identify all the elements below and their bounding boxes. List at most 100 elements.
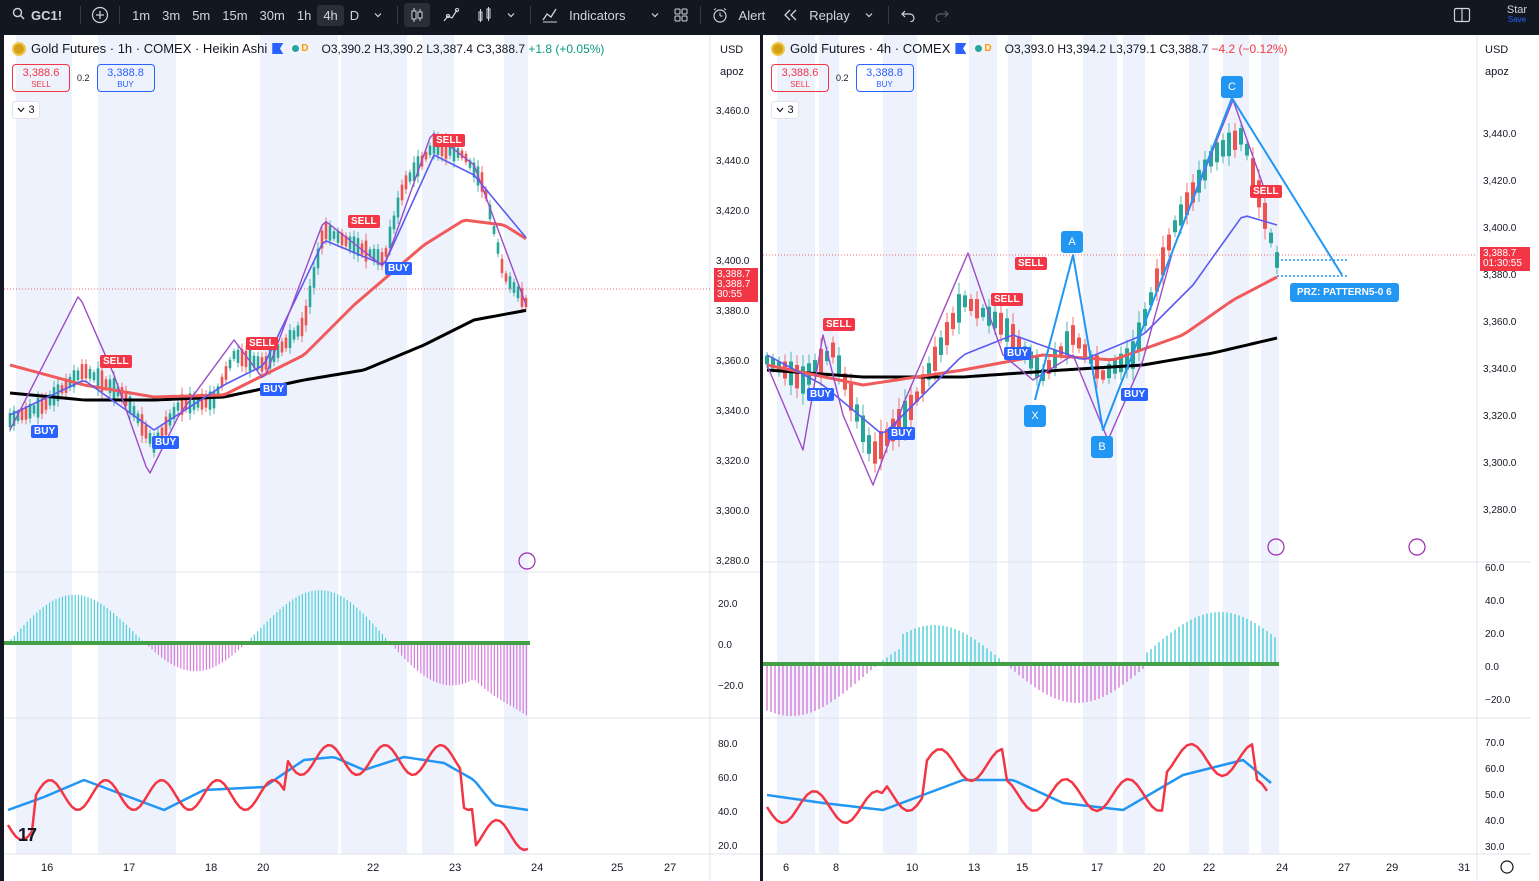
sell-button[interactable]: 3,388.6 SELL: [771, 64, 829, 92]
currency-button[interactable]: USD: [1485, 44, 1509, 56]
candle-body: [1119, 353, 1123, 373]
candle-body: [212, 391, 216, 409]
left-title[interactable]: Gold Futures · 1h · COMEX · Heikin Ashi: [31, 41, 268, 56]
flag-icon[interactable]: [272, 43, 284, 54]
prz-label[interactable]: PRZ: PATTERN5-0 6: [1290, 283, 1399, 302]
rsi-tick-label: 30.0: [1485, 842, 1505, 853]
candle-body: [220, 376, 224, 388]
ohlc-open: O3,393.0: [1004, 41, 1054, 56]
candle-body: [831, 342, 835, 358]
candle-body: [1191, 182, 1195, 203]
replay-icon[interactable]: [777, 3, 803, 27]
buy-button[interactable]: 3,388.8 BUY: [96, 64, 155, 92]
time-tick-label: 27: [664, 862, 676, 874]
buy-label: BUY: [117, 80, 134, 89]
indicators-icon[interactable]: [537, 3, 563, 27]
tradingview-logo[interactable]: 17: [18, 825, 37, 845]
candle-body: [8, 412, 12, 428]
delayed-icon: D: [984, 43, 992, 54]
interval-3m[interactable]: 3m: [162, 7, 181, 23]
left-chart-canvas[interactable]: 3,460.0 3,440.0 3,420.0 3,400.0 3,380.0 3,360…: [4, 35, 760, 881]
scale-button[interactable]: apoz: [720, 66, 744, 78]
bar-chart-icon[interactable]: [472, 3, 498, 27]
currency-button[interactable]: USD: [720, 44, 744, 56]
redo-icon[interactable]: [929, 3, 955, 27]
buy-signal: BUY: [888, 427, 916, 440]
settings-gear-icon: [1500, 860, 1514, 874]
add-symbol-icon[interactable]: [87, 3, 113, 27]
interval-4h[interactable]: 4h: [317, 4, 344, 26]
buy-signal: BUY: [807, 388, 835, 401]
candle-body: [1017, 336, 1021, 354]
candle-body: [208, 391, 212, 410]
alert-button[interactable]: Alert: [738, 7, 766, 23]
chart-pane-right[interactable]: 3,440.0 3,420.0 3,400.0 3,380.0 3,360.0 3,340…: [763, 35, 1539, 881]
alert-icon[interactable]: [707, 3, 733, 27]
time-tick-label: 25: [611, 862, 623, 874]
interval-15m[interactable]: 15m: [222, 7, 248, 23]
pattern-point-b[interactable]: B: [1091, 436, 1113, 458]
candle-body: [1071, 325, 1075, 345]
line-chart-icon[interactable]: [438, 3, 464, 27]
star-save-button[interactable]: Star Save: [1495, 5, 1539, 25]
right-title[interactable]: Gold Futures · 4h · COMEX: [790, 41, 951, 56]
interval-1h[interactable]: 1h: [296, 7, 312, 23]
symbol-search[interactable]: GC1!: [0, 7, 74, 23]
candle-body: [276, 344, 280, 358]
candle-body: [104, 379, 108, 389]
candle-body: [124, 390, 128, 406]
indicators-collapse-button[interactable]: 3: [12, 101, 40, 119]
interval-1m[interactable]: 1m: [132, 7, 151, 23]
sell-button[interactable]: 3,388.6 SELL: [12, 64, 70, 92]
search-icon: [12, 7, 25, 23]
scale-button[interactable]: apoz: [1485, 66, 1509, 78]
candle-body: [224, 366, 228, 380]
time-tick-label: 24: [531, 862, 543, 874]
candle-body: [1161, 247, 1165, 276]
candle-body: [252, 355, 256, 368]
candle-body: [795, 364, 799, 389]
ohlc-high: H3,394.2: [1057, 41, 1107, 56]
undo-icon[interactable]: [895, 3, 921, 27]
candle-body: [228, 359, 232, 369]
right-chart-canvas[interactable]: 3,440.0 3,420.0 3,400.0 3,380.0 3,360.0 3,340…: [763, 35, 1539, 881]
pattern-point-x[interactable]: X: [1024, 405, 1046, 427]
replay-button[interactable]: Replay: [809, 7, 850, 23]
candles-icon[interactable]: [404, 3, 431, 27]
pattern-point-c[interactable]: C: [1221, 76, 1243, 98]
macd-tick-label: −20.0: [1485, 695, 1511, 706]
candle-body: [344, 235, 348, 247]
divider: [397, 6, 399, 24]
price-tick-label: 3,420.0: [1483, 176, 1517, 187]
interval-5m[interactable]: 5m: [192, 7, 211, 23]
candle-body: [96, 368, 100, 390]
candle-body: [76, 370, 80, 380]
chevron-down-icon[interactable]: [498, 3, 524, 27]
chevron-down-icon[interactable]: [642, 3, 668, 27]
indicators-button[interactable]: Indicators: [569, 7, 626, 23]
pattern-point-a[interactable]: A: [1061, 231, 1083, 253]
ema-red-line: [9, 218, 527, 399]
indicators-collapse-button[interactable]: 3: [771, 101, 799, 119]
candle-body: [963, 295, 967, 308]
top-toolbar: GC1! 1m 3m 5m 15m 30m 1h 4h D Indicators…: [0, 0, 1539, 30]
candle-body: [903, 400, 907, 430]
candle-body: [1251, 158, 1255, 186]
candle-body: [915, 391, 919, 402]
buy-button[interactable]: 3,388.8 BUY: [855, 64, 914, 92]
buy-price: 3,388.8: [107, 67, 144, 79]
candle-body: [232, 351, 236, 359]
flag-icon[interactable]: [955, 43, 967, 54]
buy-signal: BUY: [385, 262, 413, 275]
chevron-down-icon[interactable]: [365, 3, 391, 27]
chevron-down-icon[interactable]: [856, 3, 882, 27]
right-axis-settings: USD apoz: [1479, 39, 1521, 83]
layout-icon[interactable]: [1449, 3, 1475, 27]
interval-d[interactable]: D: [349, 7, 360, 23]
interval-30m[interactable]: 30m: [259, 7, 285, 23]
rsi-tick-label: 80.0: [718, 739, 738, 750]
chevron-down-icon: [776, 107, 784, 113]
chart-pane-left[interactable]: 3,460.0 3,440.0 3,420.0 3,400.0 3,380.0 3,360…: [4, 35, 760, 881]
templates-icon[interactable]: [668, 3, 694, 27]
candle-body: [144, 424, 148, 439]
